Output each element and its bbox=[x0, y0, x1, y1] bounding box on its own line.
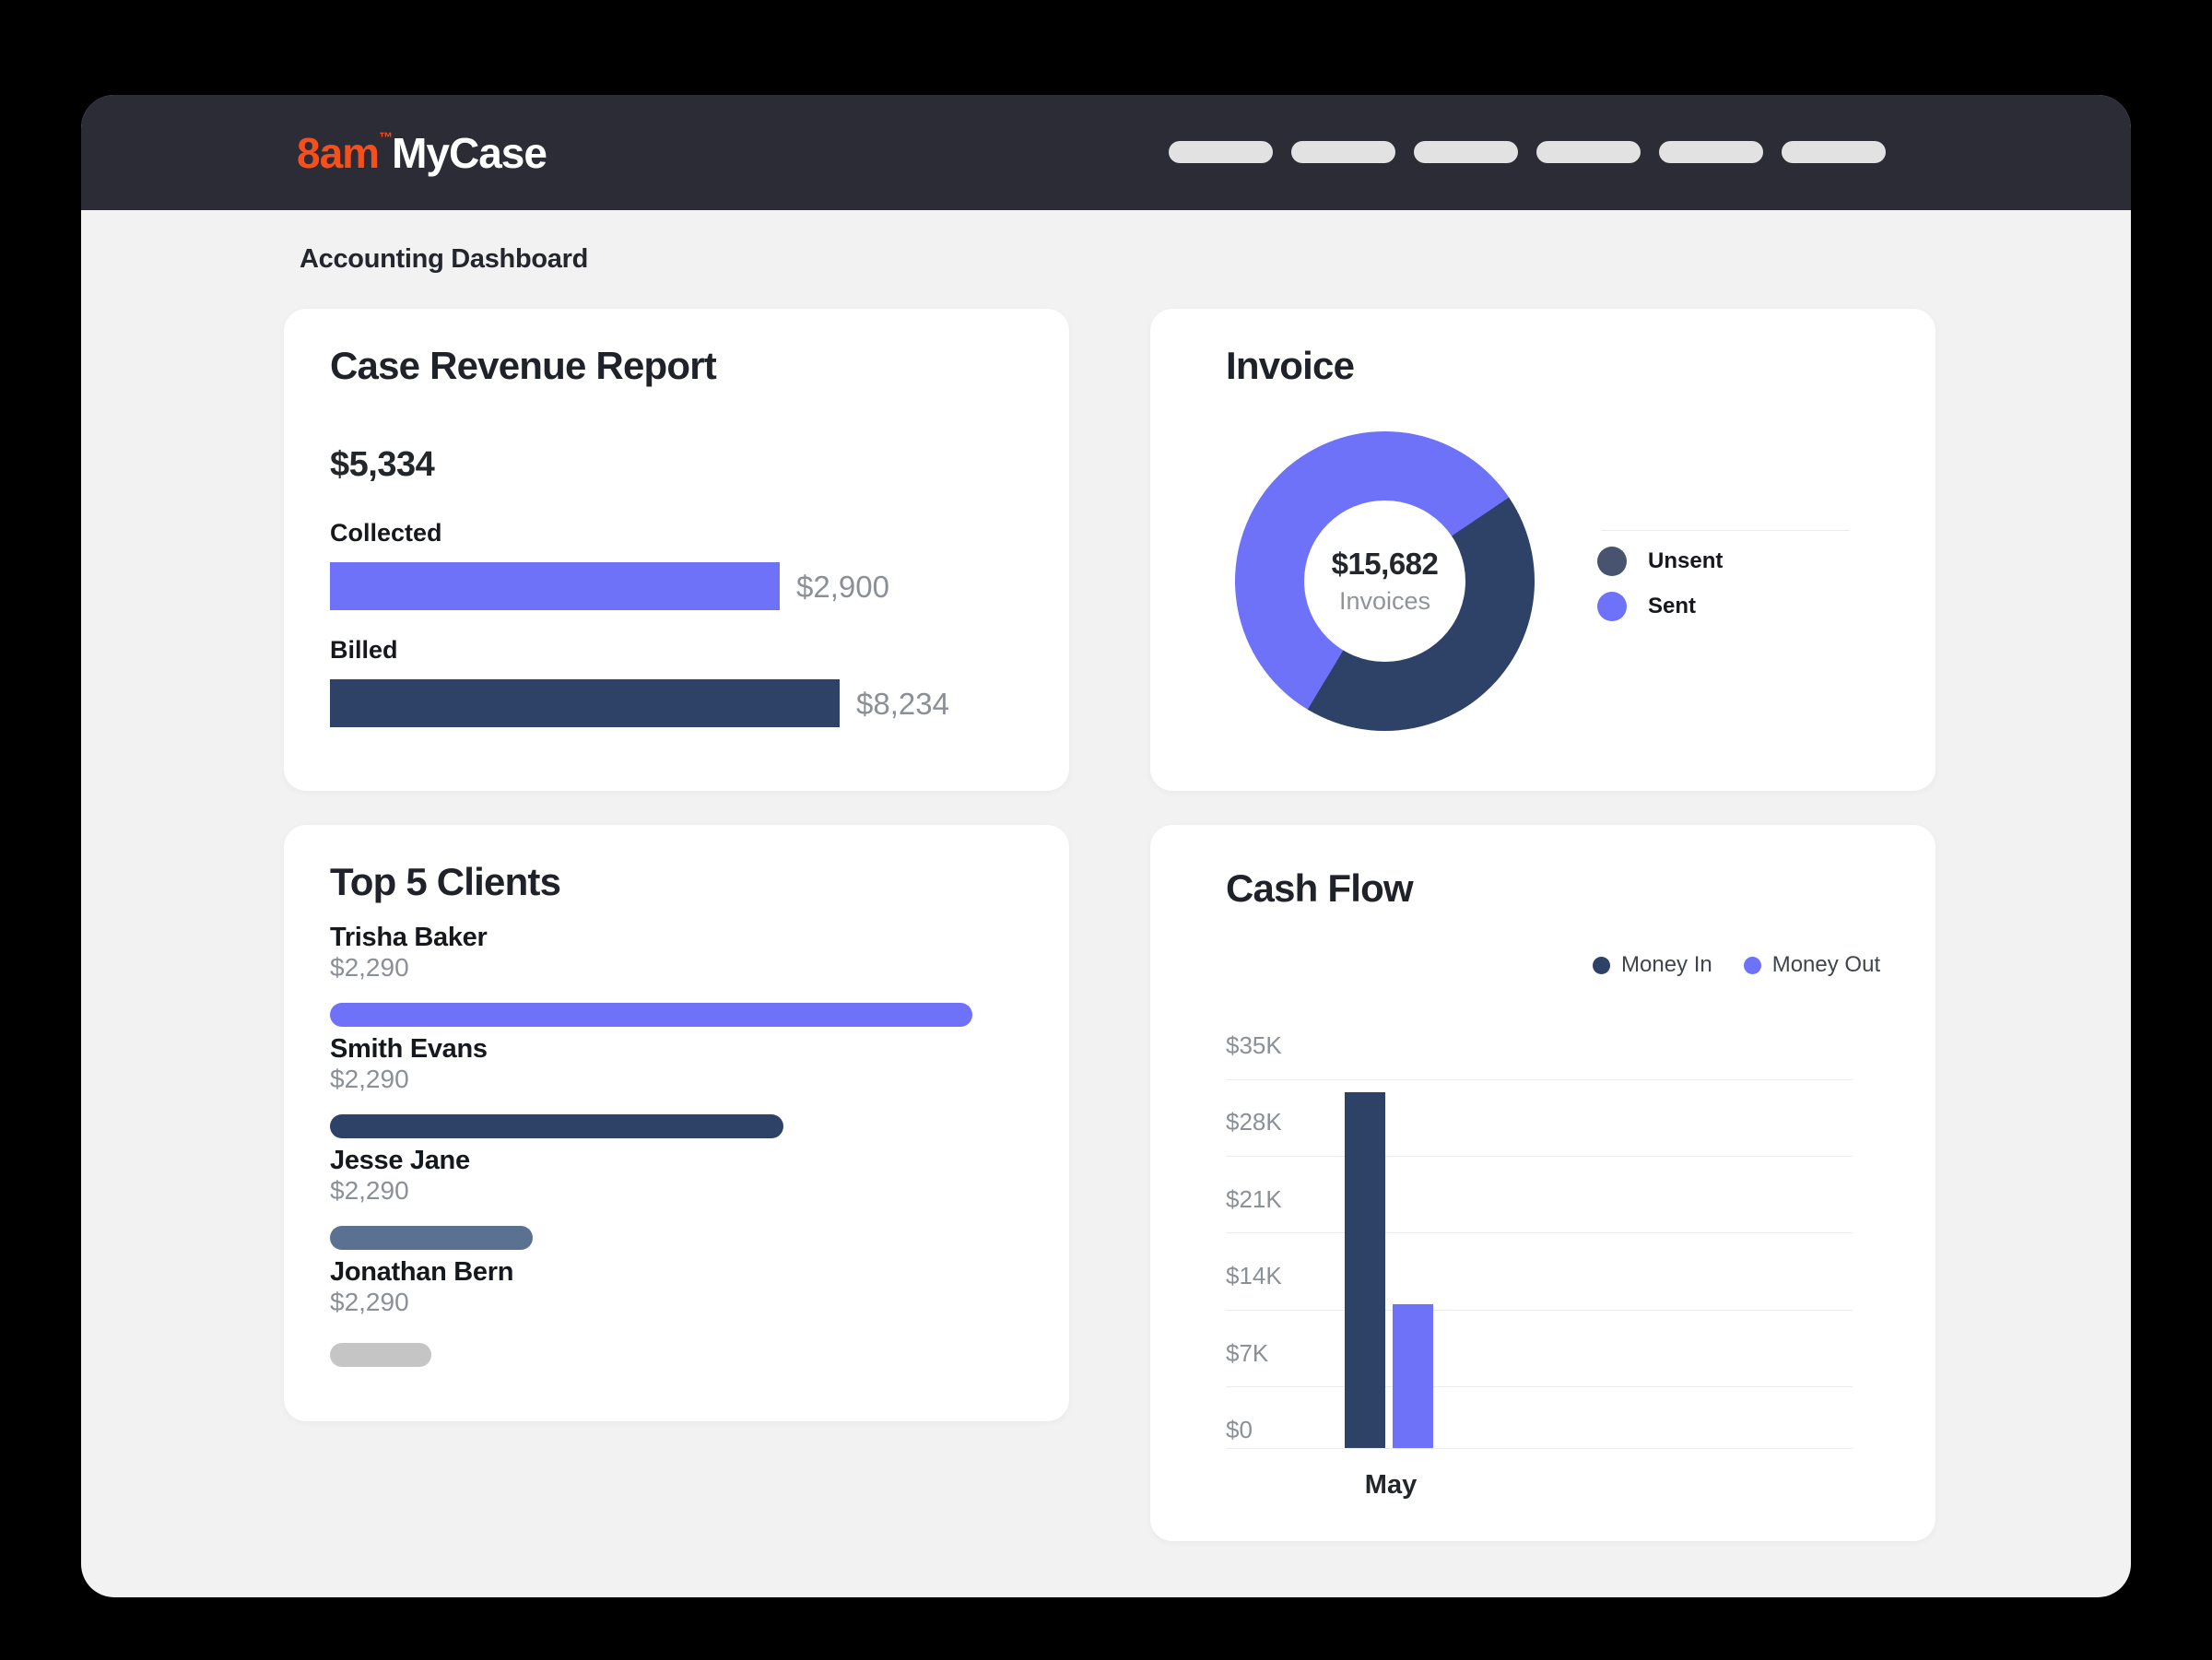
client-amount: $2,290 bbox=[330, 1065, 409, 1093]
invoice-center-label: Invoices bbox=[1338, 587, 1431, 615]
sent-legend-dot-icon bbox=[1597, 592, 1627, 621]
money-out-legend-dot-icon bbox=[1743, 956, 1761, 974]
money-out-bar bbox=[1393, 1304, 1433, 1448]
revenue-bar-collected bbox=[330, 562, 780, 610]
money-in-legend-dot-icon bbox=[1593, 956, 1610, 974]
client-amount: $2,290 bbox=[330, 953, 409, 982]
y-axis-tick-label: $14K bbox=[1226, 1262, 1282, 1289]
client-amount: $2,290 bbox=[330, 1176, 409, 1205]
money-in-bar bbox=[1345, 1092, 1385, 1448]
revenue-card-title: Case Revenue Report bbox=[330, 344, 717, 387]
unsent-legend-dot-icon bbox=[1597, 547, 1627, 576]
nav-item-placeholder-4[interactable] bbox=[1536, 141, 1641, 163]
invoice-legend-divider bbox=[1601, 530, 1850, 531]
case-revenue-report-card: Case Revenue Report $5,334 Collected $2,… bbox=[284, 309, 1069, 791]
clients-card-title: Top 5 Clients bbox=[330, 860, 561, 903]
revenue-bar-value-billed: $8,234 bbox=[856, 687, 949, 721]
cashflow-legend-item-money-out: Money Out bbox=[1743, 952, 1881, 978]
invoice-card-title: Invoice bbox=[1226, 344, 1355, 387]
page-title: Accounting Dashboard bbox=[300, 244, 589, 274]
invoice-legend-item-sent: Sent bbox=[1597, 592, 1696, 621]
invoice-legend-label-sent: Sent bbox=[1648, 594, 1697, 618]
client-name: Trisha Baker bbox=[330, 923, 488, 952]
x-axis-label-may: May bbox=[1364, 1470, 1418, 1500]
gridline bbox=[1226, 1448, 1853, 1449]
top-navigation-bar: 8am™MyCase bbox=[81, 95, 2131, 210]
revenue-bar-billed bbox=[330, 679, 840, 727]
cash-flow-card: Cash Flow Money In Money Out $35K $28K $… bbox=[1150, 825, 1936, 1541]
brand-logo: 8am™MyCase bbox=[297, 128, 547, 178]
nav-item-placeholder-2[interactable] bbox=[1291, 141, 1395, 163]
logo-8am: 8am bbox=[297, 129, 380, 177]
invoice-donut-ring: $15,682 Invoices bbox=[1235, 431, 1535, 731]
gridline bbox=[1226, 1386, 1853, 1387]
nav-item-placeholder-1[interactable] bbox=[1169, 141, 1273, 163]
revenue-total: $5,334 bbox=[330, 445, 435, 484]
app-window: 8am™MyCase Accounting Dashboard Case Rev… bbox=[81, 95, 2131, 1597]
y-axis-tick-label: $35K bbox=[1226, 1031, 1282, 1059]
invoice-card: Invoice $15,682 Invoices Unsent Sent bbox=[1150, 309, 1936, 791]
client-name: Jesse Jane bbox=[330, 1146, 470, 1175]
invoice-donut-center: $15,682 Invoices bbox=[1304, 500, 1465, 662]
nav-item-placeholder-5[interactable] bbox=[1659, 141, 1763, 163]
gridline bbox=[1226, 1079, 1853, 1080]
revenue-bar-label-collected: Collected bbox=[330, 519, 442, 547]
cashflow-legend-label-money-out: Money Out bbox=[1771, 952, 1881, 977]
top-clients-card: Top 5 Clients Trisha Baker $2,290 Smith … bbox=[284, 825, 1069, 1421]
cashflow-legend-item-money-in: Money In bbox=[1593, 952, 1712, 978]
client-bar bbox=[330, 1114, 783, 1138]
nav-item-placeholder-3[interactable] bbox=[1414, 141, 1518, 163]
gridline bbox=[1226, 1232, 1853, 1233]
y-axis-tick-label: $0 bbox=[1226, 1416, 1253, 1443]
y-axis-tick-label: $21K bbox=[1226, 1185, 1282, 1213]
logo-mycase: MyCase bbox=[392, 129, 547, 177]
gridline bbox=[1226, 1156, 1853, 1157]
client-bar bbox=[330, 1003, 972, 1027]
client-bar bbox=[330, 1226, 533, 1250]
revenue-bar-value-collected: $2,900 bbox=[796, 570, 889, 604]
logo-trademark: ™ bbox=[379, 130, 393, 146]
revenue-bar-label-billed: Billed bbox=[330, 636, 398, 664]
y-axis-tick-label: $28K bbox=[1226, 1108, 1282, 1136]
cashflow-legend-label-money-in: Money In bbox=[1621, 952, 1712, 977]
invoice-legend-item-unsent: Unsent bbox=[1597, 547, 1723, 576]
client-name: Jonathan Bern bbox=[330, 1257, 514, 1287]
cashflow-legend: Money In Money Out bbox=[1593, 952, 1880, 978]
invoice-legend-label-unsent: Unsent bbox=[1648, 548, 1724, 573]
cashflow-card-title: Cash Flow bbox=[1226, 866, 1414, 910]
client-name: Smith Evans bbox=[330, 1034, 488, 1064]
nav-item-placeholder-6[interactable] bbox=[1782, 141, 1886, 163]
gridline bbox=[1226, 1310, 1853, 1311]
invoice-center-value: $15,682 bbox=[1331, 547, 1439, 581]
y-axis-tick-label: $7K bbox=[1226, 1339, 1269, 1367]
client-amount: $2,290 bbox=[330, 1288, 409, 1316]
client-bar bbox=[330, 1343, 431, 1367]
